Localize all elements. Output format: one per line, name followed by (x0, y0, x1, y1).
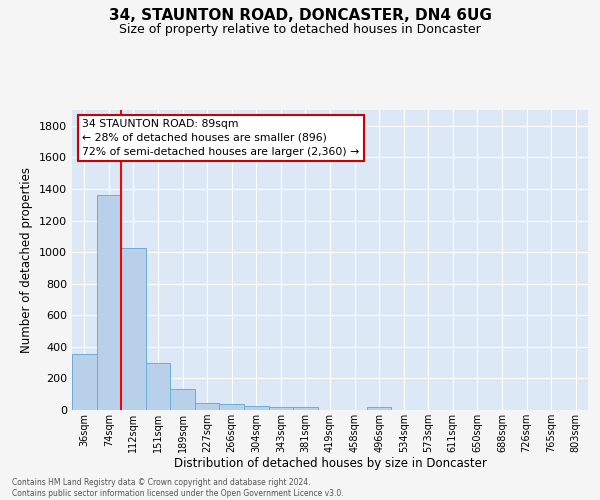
Text: Contains HM Land Registry data © Crown copyright and database right 2024.
Contai: Contains HM Land Registry data © Crown c… (12, 478, 344, 498)
Bar (97, 196, 121, 410)
Text: 34 STAUNTON ROAD: 89sqm
← 28% of detached houses are smaller (896)
72% of semi-d: 34 STAUNTON ROAD: 89sqm ← 28% of detache… (82, 119, 359, 157)
Text: 34, STAUNTON ROAD, DONCASTER, DN4 6UG: 34, STAUNTON ROAD, DONCASTER, DN4 6UG (109, 8, 491, 22)
Bar (293, 407, 318, 410)
Bar (72, 354, 97, 410)
Bar (244, 406, 269, 410)
Y-axis label: Number of detached properties: Number of detached properties (20, 167, 34, 353)
Bar (269, 407, 293, 410)
Bar (367, 407, 391, 410)
Bar (220, 404, 244, 410)
Bar (146, 364, 170, 410)
Bar (195, 404, 220, 410)
Text: Size of property relative to detached houses in Doncaster: Size of property relative to detached ho… (119, 22, 481, 36)
Bar (170, 390, 195, 410)
Bar (121, 248, 146, 410)
Text: Distribution of detached houses by size in Doncaster: Distribution of detached houses by size … (173, 457, 487, 470)
